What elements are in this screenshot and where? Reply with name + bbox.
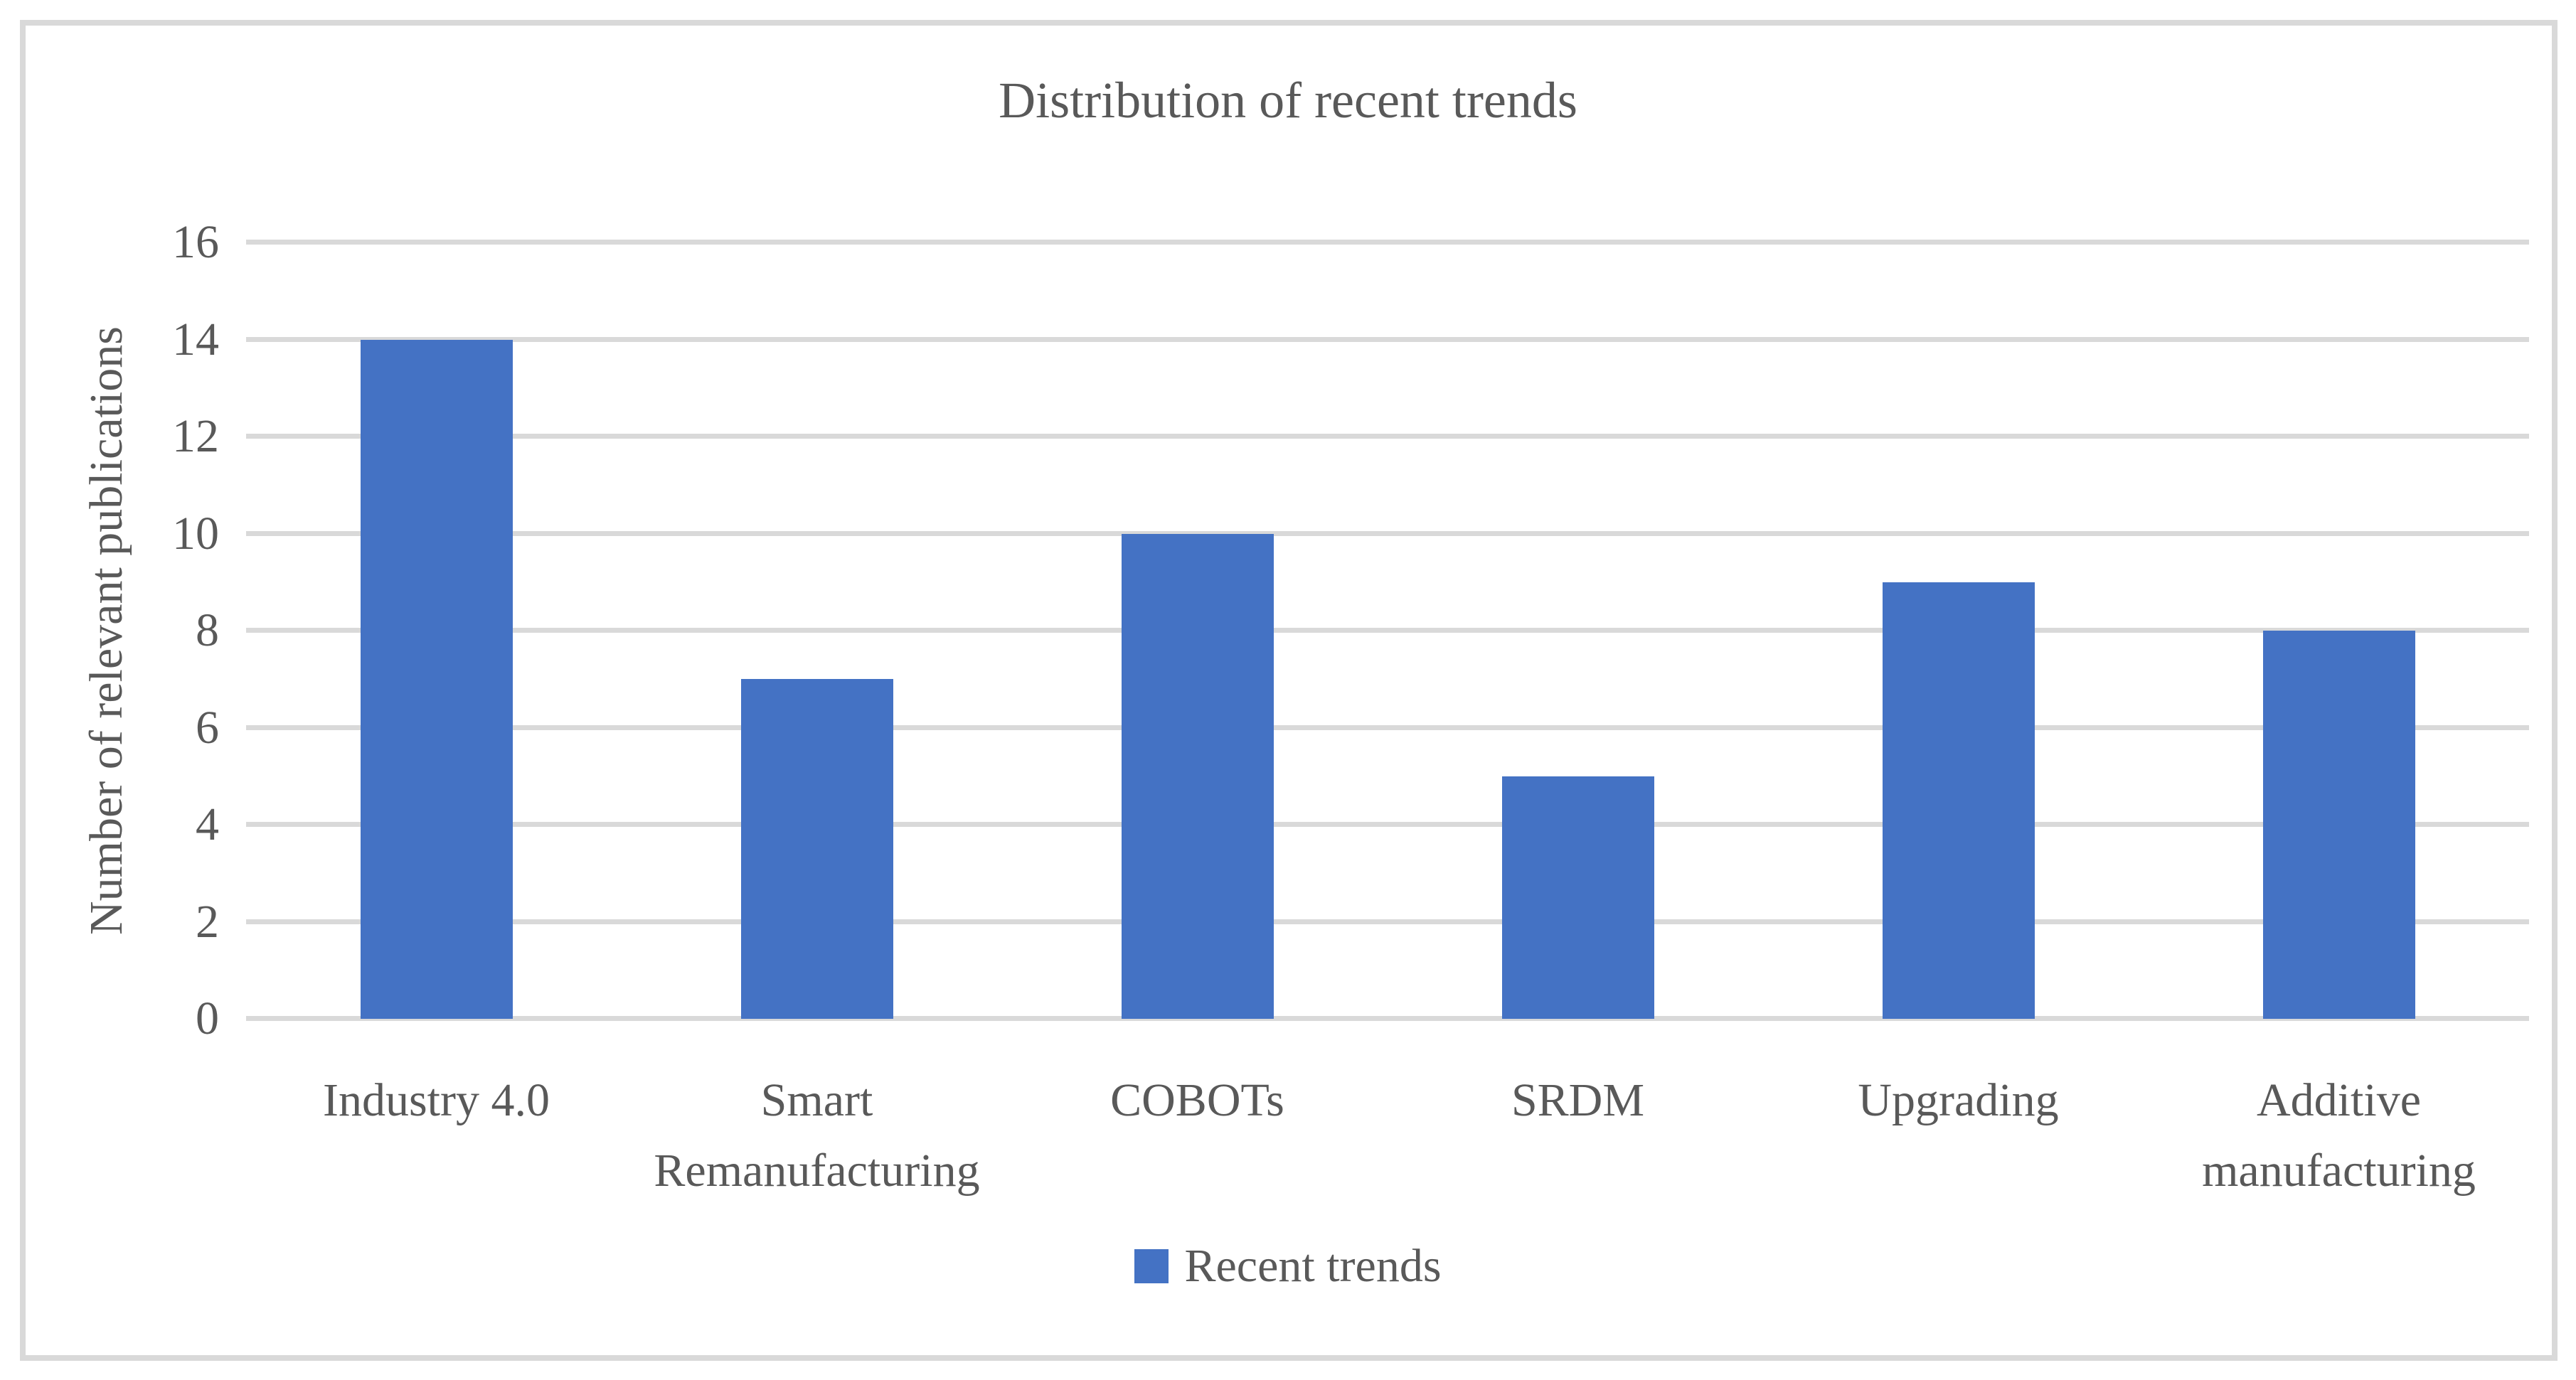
y-tick-label: 8 <box>196 604 219 656</box>
gridline <box>246 434 2529 439</box>
x-category-label: Upgrading <box>1858 1074 2059 1126</box>
x-axis-category-labels: Industry 4.0 Smart Remanufacturing COBOTs S… <box>246 1065 2529 1236</box>
y-tick-label: 16 <box>172 216 219 268</box>
x-category-label: Smart Remanufacturing <box>654 1074 980 1197</box>
plot-area <box>246 240 2529 1021</box>
y-axis-tick-labels: 0 2 4 6 8 10 12 14 16 <box>0 219 219 1042</box>
bar <box>2262 631 2415 1019</box>
x-category-label: Additive manufacturing <box>2202 1074 2476 1197</box>
x-category-label: COBOTs <box>1110 1074 1284 1126</box>
y-tick-label: 4 <box>196 798 219 850</box>
bar <box>360 339 513 1019</box>
gridline <box>246 530 2529 536</box>
y-tick-label: 12 <box>172 410 219 462</box>
x-category-label: SRDM <box>1511 1074 1645 1126</box>
gridline <box>246 1016 2529 1021</box>
bar <box>1501 776 1654 1019</box>
y-tick-label: 10 <box>172 507 219 560</box>
y-tick-label: 0 <box>196 993 219 1044</box>
gridline <box>246 336 2529 342</box>
bar <box>1121 533 1274 1019</box>
gridline <box>246 822 2529 827</box>
legend-swatch-icon <box>1134 1249 1169 1283</box>
y-tick-label: 2 <box>196 895 219 948</box>
gridline <box>246 724 2529 730</box>
gridline <box>246 919 2529 924</box>
gridline <box>246 240 2529 245</box>
figure-border <box>20 20 2558 1361</box>
x-category-label: Industry 4.0 <box>323 1074 550 1126</box>
legend: Recent trends <box>0 1243 2576 1290</box>
gridline <box>246 628 2529 633</box>
chart-title: Distribution of recent trends <box>999 72 1577 129</box>
legend-label: Recent trends <box>1184 1240 1442 1292</box>
bar <box>740 679 893 1019</box>
y-tick-label: 14 <box>172 313 219 365</box>
bar <box>1882 582 2035 1019</box>
y-tick-label: 6 <box>196 701 219 754</box>
